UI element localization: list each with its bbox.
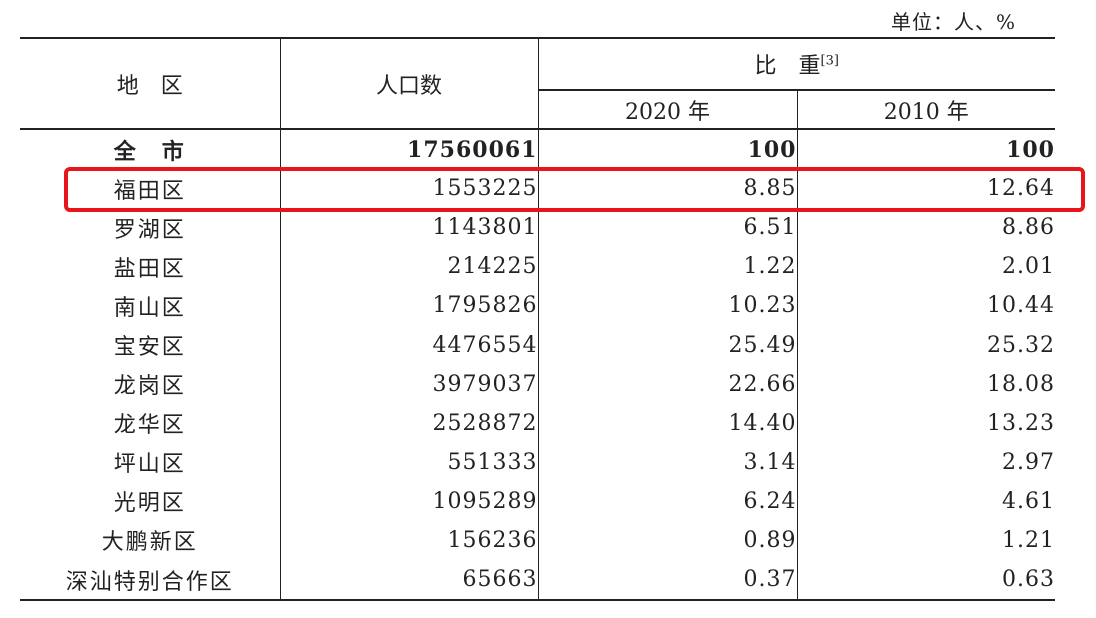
population-cell: 17560061: [280, 129, 539, 170]
table-row: 盐田区 214225 1.22 2.01: [20, 247, 1055, 287]
population-cell: 65663: [280, 560, 539, 602]
table-row: 福田区 1553225 8.85 12.64: [20, 169, 1055, 209]
header-share-note: [3]: [820, 53, 839, 69]
region-cell: 宝安区: [20, 325, 281, 365]
share-2020-cell: 6.51: [538, 208, 798, 248]
table-row: 全 市 17560061 100 100: [20, 129, 1055, 170]
region-cell: 坪山区: [20, 442, 281, 482]
share-2020-cell: 0.89: [538, 520, 798, 561]
table-row: 坪山区 551333 3.14 2.97: [20, 442, 1055, 482]
share-2010-cell: 18.08: [987, 371, 1055, 397]
population-cell: 1795826: [280, 286, 539, 326]
share-2020-cell: 14.40: [538, 403, 798, 443]
share-2010-cell: 25.32: [987, 332, 1055, 358]
share-2020-cell: 22.66: [538, 364, 798, 404]
share-2020-cell: 3.14: [538, 442, 798, 482]
share-2020-cell: 25.49: [538, 325, 798, 365]
table-row: 龙岗区 3979037 22.66 18.08: [20, 364, 1055, 404]
share-2010-cell: 10.44: [987, 293, 1055, 319]
header-share-label: 比 重: [754, 54, 821, 79]
region-cell: 全 市: [20, 129, 281, 170]
highlight-box: [64, 167, 1085, 212]
population-cell: 214225: [280, 247, 539, 287]
share-2010-cell: 4.61: [1002, 488, 1055, 514]
population-cell: 551333: [280, 442, 539, 482]
population-cell: 4476554: [280, 325, 539, 365]
unit-label: 单位：人、%: [890, 10, 1016, 34]
share-2020-cell: 1.22: [538, 247, 798, 287]
table-row: 罗湖区 1143801 6.51 8.86: [20, 208, 1055, 248]
share-2020-cell: 8.85: [538, 169, 798, 209]
region-cell: 罗湖区: [20, 208, 281, 248]
region-cell: 福田区: [20, 169, 281, 209]
table-row: 光明区 1095289 6.24 4.61: [20, 481, 1055, 521]
region-cell: 大鹏新区: [20, 520, 281, 561]
region-cell: 盐田区: [20, 247, 281, 287]
region-cell: 龙岗区: [20, 364, 281, 404]
header-region: 地 区: [20, 37, 281, 130]
share-2020-cell: 10.23: [538, 286, 798, 326]
share-2010-cell: 2.01: [1002, 254, 1055, 280]
header-share: 比 重[3]: [538, 37, 1055, 90]
share-2020-cell: 100: [538, 129, 798, 170]
table-row: 宝安区 4476554 25.49 25.32: [20, 325, 1055, 365]
header-2010: 2010 年: [797, 89, 1055, 130]
share-2020-cell: 6.24: [538, 481, 798, 521]
population-cell: 156236: [280, 520, 539, 561]
header-population: 人口数: [280, 37, 539, 130]
region-cell: 南山区: [20, 286, 281, 326]
table-row: 大鹏新区 156236 0.89 1.21: [20, 520, 1055, 561]
region-cell: 深汕特别合作区: [20, 560, 281, 602]
population-cell: 1553225: [280, 169, 539, 209]
table-row: 龙华区 2528872 14.40 13.23: [20, 403, 1055, 443]
share-2010-cell: 13.23: [987, 410, 1055, 436]
region-cell: 龙华区: [20, 403, 281, 443]
table-row: 南山区 1795826 10.23 10.44: [20, 286, 1055, 326]
region-cell: 光明区: [20, 481, 281, 521]
population-cell: 3979037: [280, 364, 539, 404]
table-row: 深汕特别合作区 65663 0.37 0.63: [20, 560, 1055, 602]
share-2010-cell: 1.21: [1002, 527, 1055, 553]
share-2010-cell: 8.86: [1002, 215, 1055, 241]
population-cell: 1143801: [280, 208, 539, 248]
share-2010-cell: 100: [1006, 136, 1055, 163]
header-2020: 2020 年: [538, 89, 798, 130]
share-2020-cell: 0.37: [538, 560, 798, 602]
share-2010-cell: 2.97: [1002, 449, 1055, 475]
share-2010-cell: 0.63: [797, 560, 1055, 602]
population-cell: 1095289: [280, 481, 539, 521]
population-table: 地 区 人口数 比 重[3] 2020 年 2010 年 全 市 17560061…: [20, 37, 1055, 602]
share-2010-cell: 12.64: [987, 176, 1055, 202]
population-cell: 2528872: [280, 403, 539, 443]
